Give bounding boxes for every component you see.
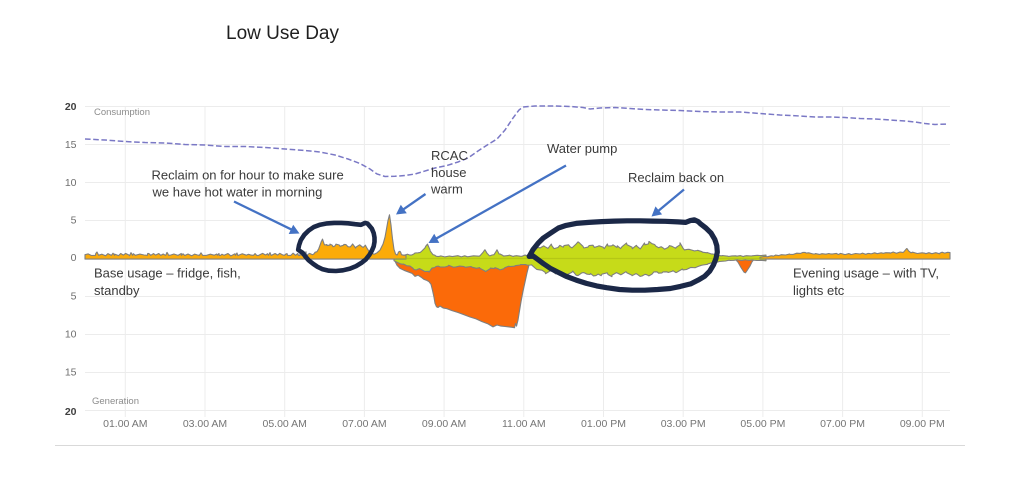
svg-text:RCAC: RCAC <box>431 148 468 163</box>
svg-text:Reclaim back on: Reclaim back on <box>628 170 724 185</box>
svg-text:Consumption: Consumption <box>94 107 150 118</box>
svg-text:03.00 PM: 03.00 PM <box>661 418 706 430</box>
svg-text:07.00 PM: 07.00 PM <box>820 418 865 430</box>
svg-text:15: 15 <box>65 139 77 151</box>
svg-text:we have hot water in morning: we have hot water in morning <box>152 185 323 200</box>
svg-text:warm: warm <box>430 182 463 197</box>
svg-text:5: 5 <box>71 215 77 227</box>
svg-text:20: 20 <box>65 406 77 418</box>
svg-text:09.00 PM: 09.00 PM <box>900 418 945 430</box>
svg-text:11.00 AM: 11.00 AM <box>502 418 546 430</box>
svg-text:07.00 AM: 07.00 AM <box>342 418 386 430</box>
svg-text:01.00 AM: 01.00 AM <box>103 418 147 430</box>
svg-text:Evening usage – with TV,: Evening usage – with TV, <box>793 266 939 281</box>
svg-text:10: 10 <box>65 177 77 189</box>
svg-text:10: 10 <box>65 329 77 341</box>
svg-text:20: 20 <box>65 101 77 113</box>
svg-text:03.00 AM: 03.00 AM <box>183 418 227 430</box>
svg-text:lights etc: lights etc <box>793 283 845 298</box>
svg-text:Reclaim on for hour to make su: Reclaim on for hour to make sure <box>152 168 344 183</box>
svg-text:0: 0 <box>71 252 77 264</box>
svg-text:5: 5 <box>71 291 77 303</box>
svg-text:Generation: Generation <box>92 396 139 407</box>
svg-text:Base usage – fridge, fish,: Base usage – fridge, fish, <box>94 266 241 281</box>
svg-text:15: 15 <box>65 367 77 379</box>
svg-text:05.00 PM: 05.00 PM <box>740 418 785 430</box>
svg-text:Water pump: Water pump <box>547 141 617 156</box>
svg-text:05.00 AM: 05.00 AM <box>263 418 307 430</box>
svg-text:standby: standby <box>94 283 140 298</box>
svg-text:Low Use Day: Low Use Day <box>226 23 339 44</box>
svg-text:house: house <box>431 165 466 180</box>
svg-text:01.00 PM: 01.00 PM <box>581 418 626 430</box>
svg-text:09.00 AM: 09.00 AM <box>422 418 466 430</box>
